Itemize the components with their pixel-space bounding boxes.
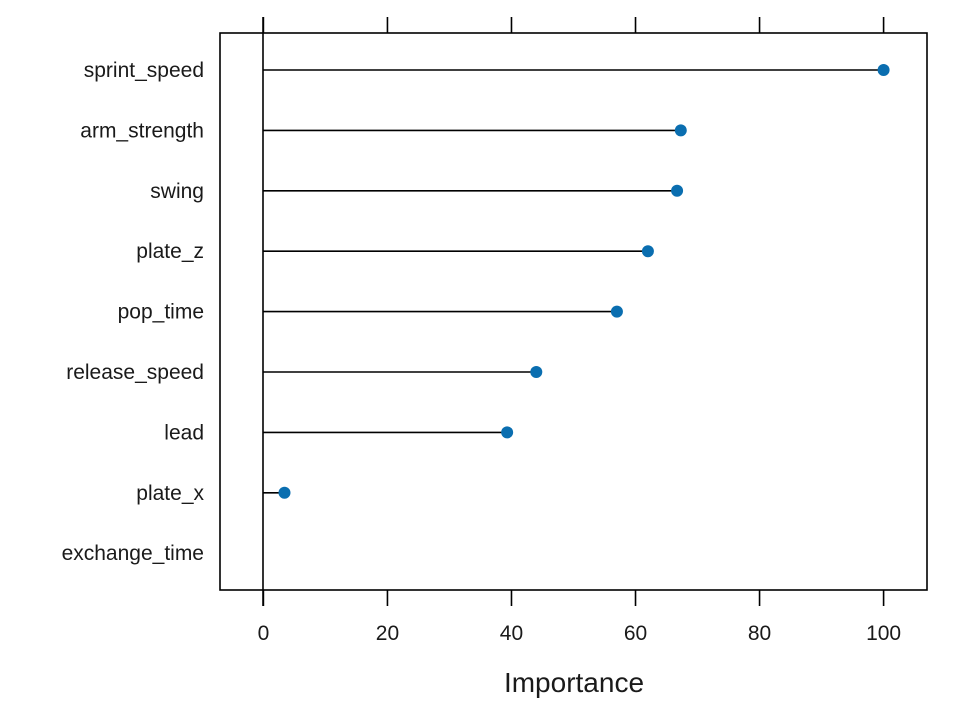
category-label-pop_time: pop_time [118,301,204,324]
x-tick-label-60: 60 [624,622,647,645]
point-release_speed [530,366,543,378]
category-label-sprint_speed: sprint_speed [84,59,204,82]
x-tick-label-0: 0 [258,622,270,645]
bottom-axis-ticks [262,590,885,606]
point-lead [501,426,514,439]
x-tick-label-100: 100 [866,622,901,645]
x-tick-label-40: 40 [500,622,523,645]
point-sprint_speed [877,64,890,76]
category-label-release_speed: release_speed [66,361,204,384]
lollipop-stems [263,69,884,494]
category-label-plate_z: plate_z [136,240,204,263]
point-pop_time [610,305,623,318]
plot-frame [219,32,928,591]
x-tick-labels: 0 20 40 60 80 100 [258,622,902,645]
point-plate_x [278,486,291,499]
point-swing [671,184,684,197]
category-label-plate_x: plate_x [136,482,204,505]
data-points [278,64,890,499]
point-arm_strength [674,124,687,137]
category-label-lead: lead [164,421,204,444]
x-axis-title: Importance [504,667,644,698]
category-label-arm_strength: arm_strength [80,119,204,142]
point-plate_z [641,245,654,258]
top-axis-ticks [262,17,885,33]
x-tick-label-20: 20 [376,622,399,645]
category-label-swing: swing [150,180,204,203]
category-label-exchange_time: exchange_time [62,542,204,565]
x-tick-label-80: 80 [748,622,771,645]
